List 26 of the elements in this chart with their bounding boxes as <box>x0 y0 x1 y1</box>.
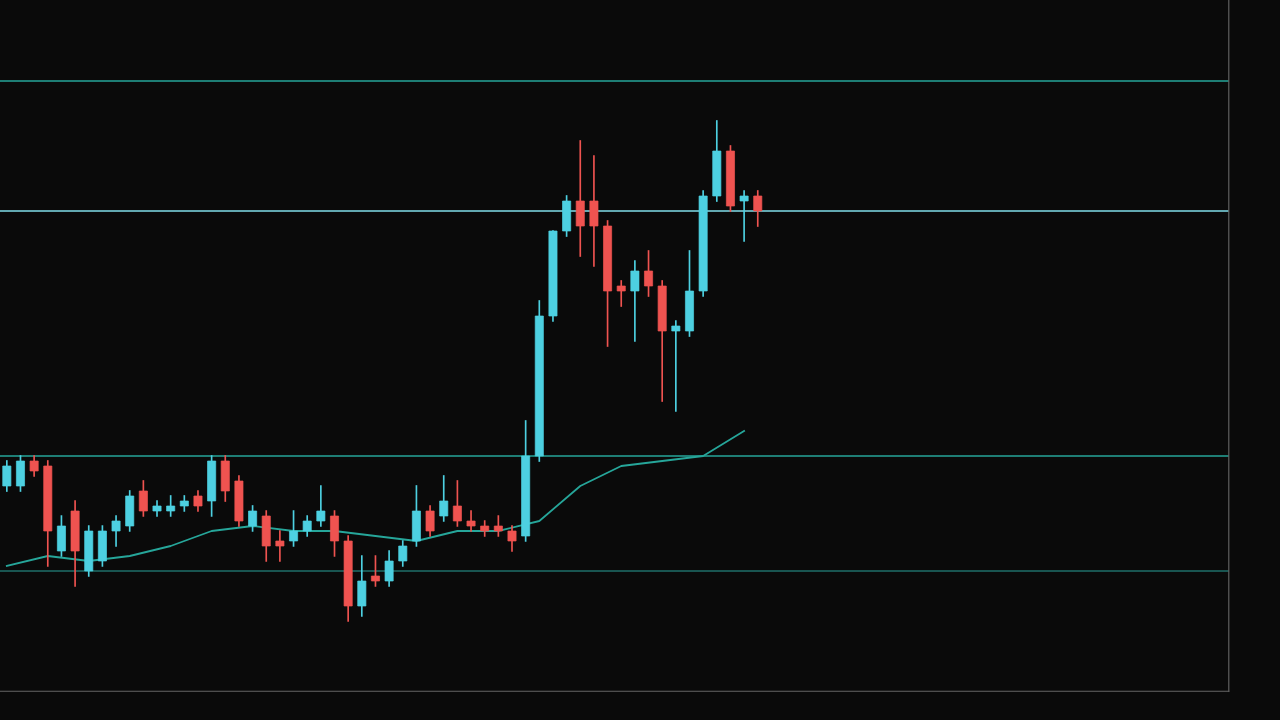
candlestick <box>29 455 39 477</box>
candlestick <box>193 490 203 512</box>
candlestick <box>275 530 285 562</box>
candlestick <box>138 480 148 517</box>
candlestick <box>111 515 121 547</box>
candlestick <box>630 260 640 342</box>
candlestick <box>452 480 462 527</box>
candlestick <box>166 495 176 517</box>
candlestick <box>616 280 626 307</box>
candlestick <box>671 320 681 412</box>
candlestick <box>753 190 763 227</box>
candlestick <box>398 540 408 567</box>
candlestick <box>2 460 12 492</box>
candlestick <box>466 510 476 532</box>
candlestick <box>302 515 312 537</box>
candlestick <box>493 515 503 537</box>
candlestick <box>644 250 653 297</box>
candlestick <box>371 555 380 587</box>
candlestick <box>439 475 449 522</box>
candlestick <box>739 190 749 242</box>
candlestick <box>425 505 435 537</box>
candlestick <box>316 485 326 527</box>
candlestick <box>289 510 298 547</box>
candlestick <box>248 505 258 532</box>
candlestick <box>507 525 517 552</box>
candlestick <box>384 550 394 587</box>
